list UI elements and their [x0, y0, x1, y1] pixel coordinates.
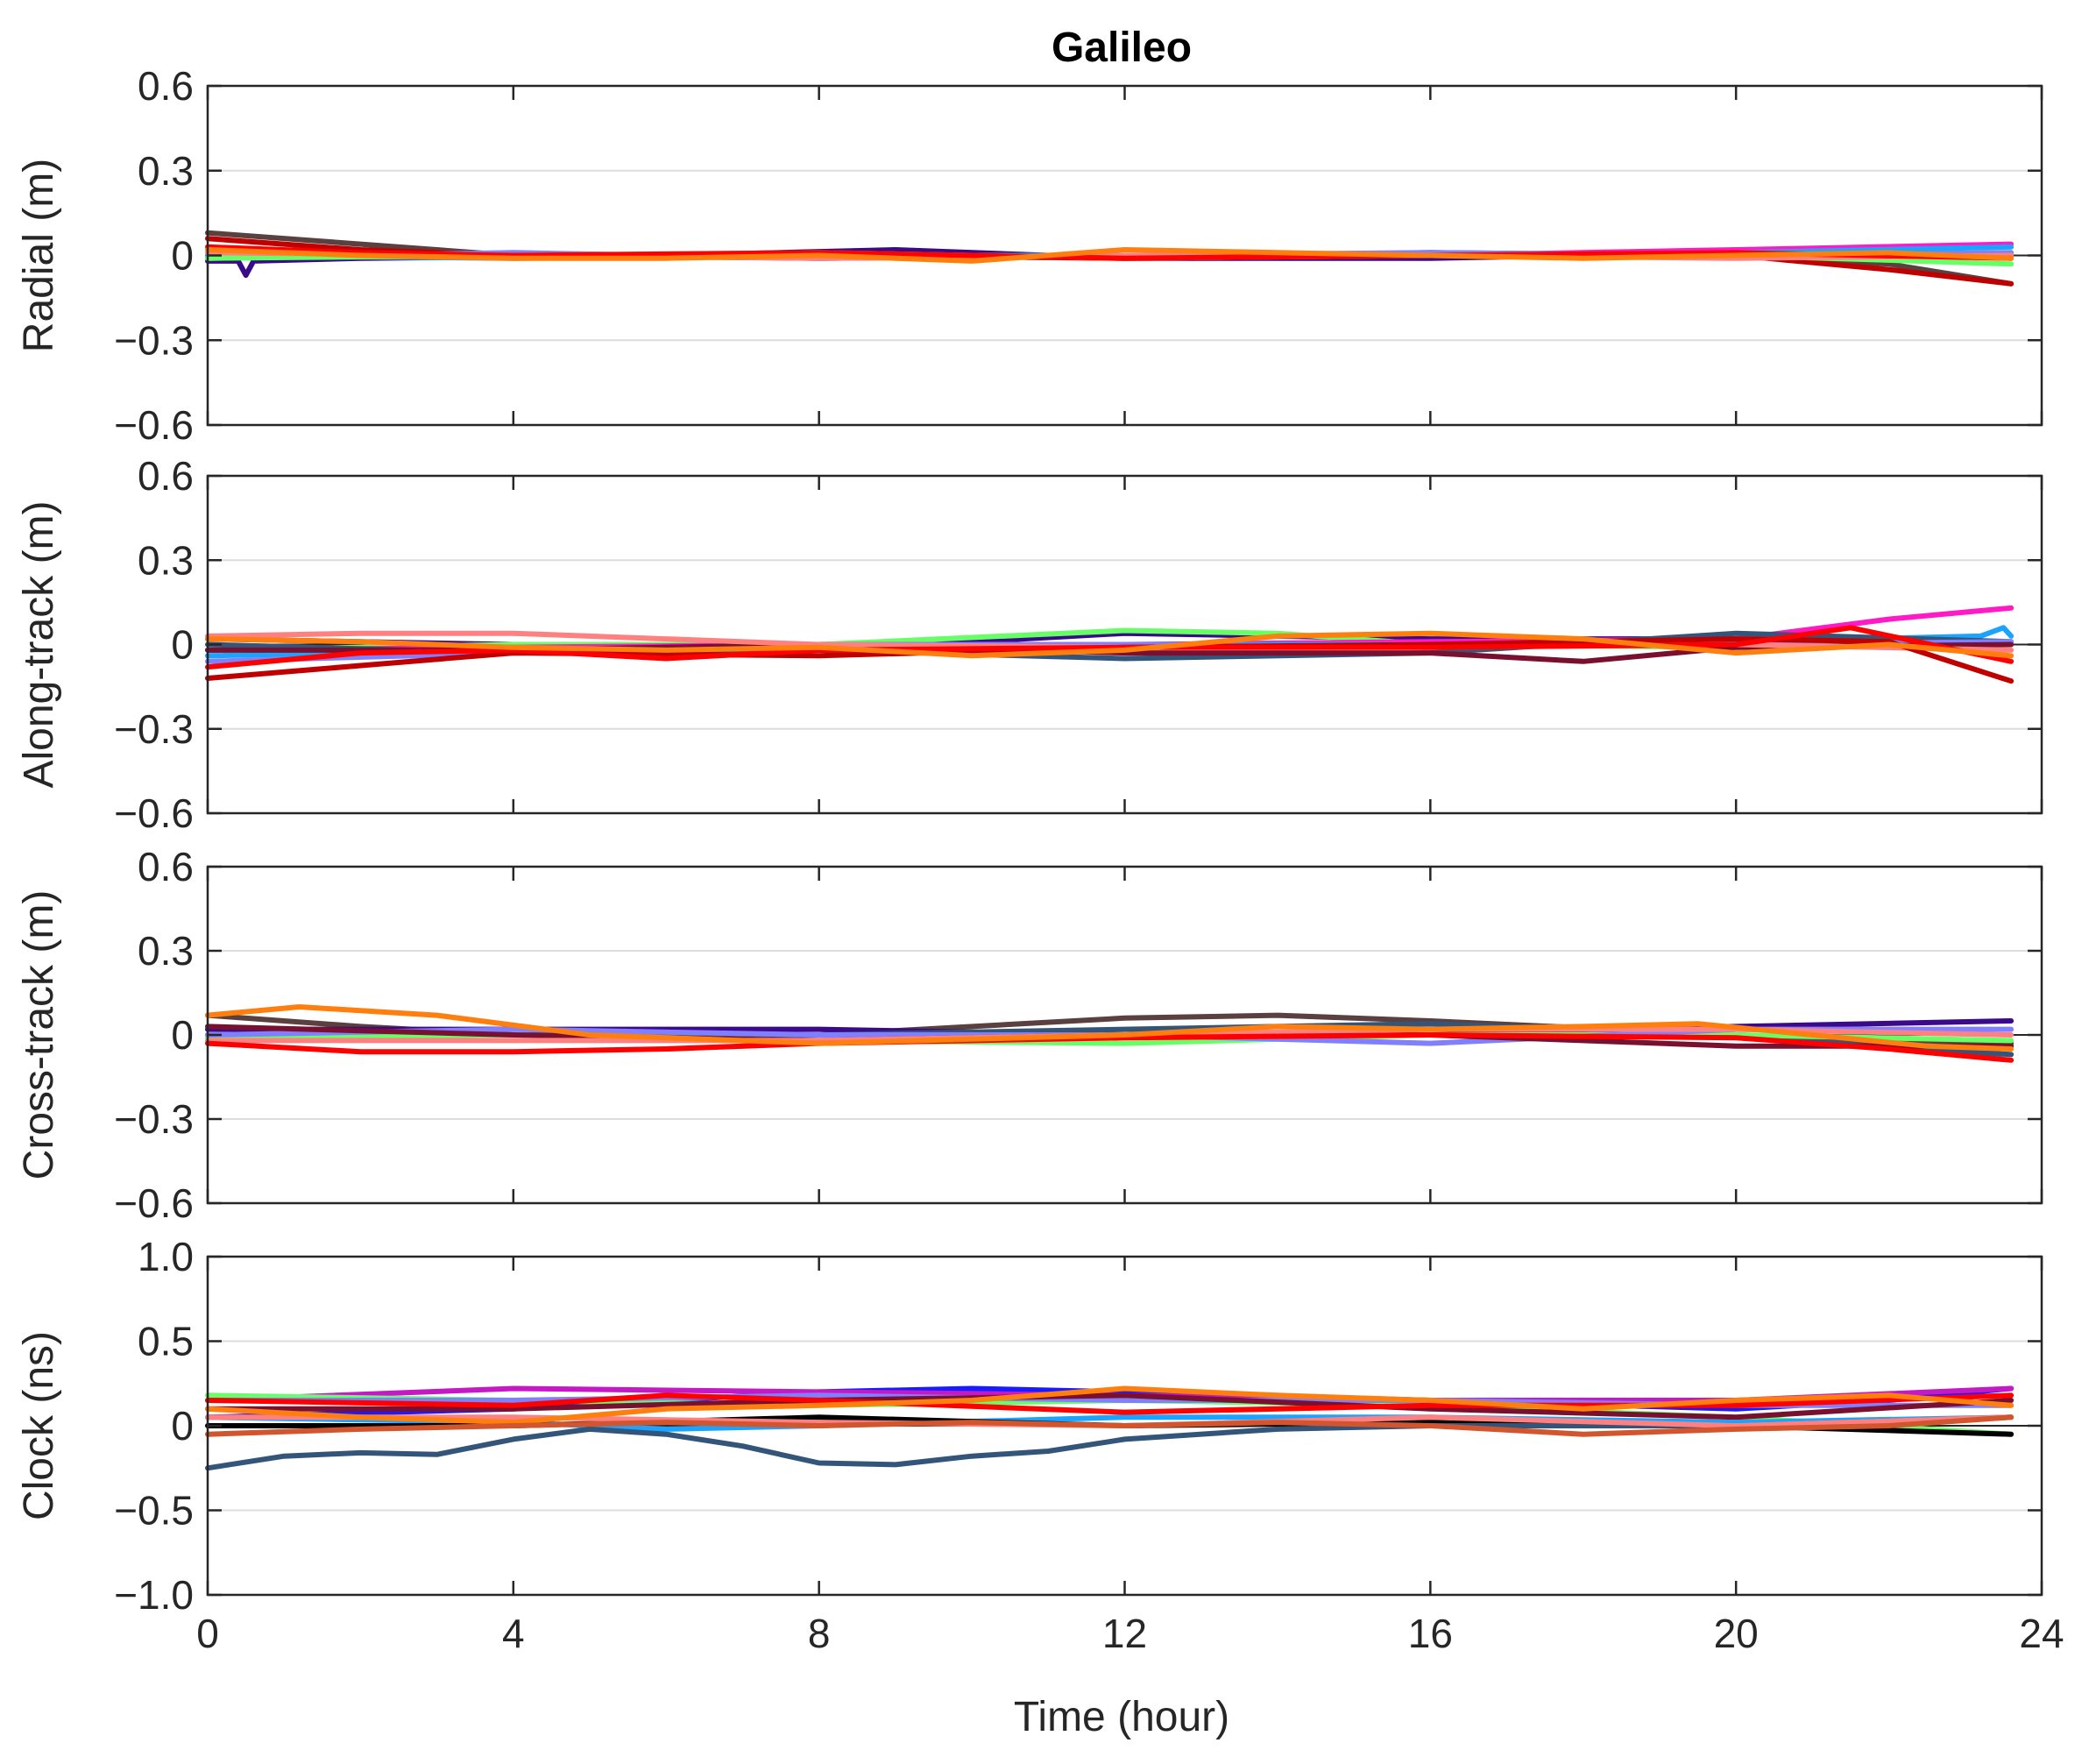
y-tick-label: 0.3 [138, 148, 194, 194]
x-tick-label: 8 [808, 1611, 831, 1656]
series-group [205, 1385, 2015, 1471]
series-group [205, 1004, 2015, 1063]
panel-1: 0.6 0.3 0 −0.3 −0.6 Radial (m) [16, 63, 2043, 448]
series-line-12 [205, 1414, 2015, 1437]
series-line-8 [205, 1414, 2015, 1471]
y-axis-label: Radial (m) [16, 159, 62, 352]
y-tick-label: −0.6 [114, 1180, 194, 1226]
y-tick-label: 0.6 [138, 844, 194, 889]
y-tick-label: −0.6 [114, 402, 194, 448]
y-tick-label: 0.3 [138, 928, 194, 974]
series-line-11 [205, 1385, 2015, 1426]
series-line-9 [205, 1004, 2015, 1052]
y-tick-label: −0.3 [114, 1096, 194, 1142]
panel-3: 0.6 0.3 0 −0.3 −0.6 Cross-track (m) [16, 844, 2043, 1226]
y-tick-label: −0.3 [114, 706, 194, 752]
x-axis-label: Time (hour) [1014, 1694, 1229, 1740]
y-tick-label: −1.0 [114, 1572, 194, 1618]
series-line-9 [205, 244, 2015, 261]
panel-4: 1.0 0.5 0 −0.5 −1.0 Clock (ns) 0 4 8 12 16 20 24 [16, 1234, 2064, 1656]
y-tick-label: 0 [171, 1403, 194, 1449]
y-axis-label: Clock (ns) [16, 1331, 62, 1520]
y-axis-label: Along-track (m) [16, 500, 62, 788]
y-tick-label: 0.6 [138, 453, 194, 499]
series-group [205, 605, 2015, 684]
x-tick-label: 20 [1714, 1611, 1759, 1656]
series-line-5 [205, 1392, 2015, 1420]
y-tick-label: 0.5 [138, 1319, 194, 1364]
x-tick-label: 12 [1102, 1611, 1147, 1656]
y-tick-label: 0.3 [138, 537, 194, 583]
x-tick-label: 16 [1408, 1611, 1453, 1656]
y-tick-label: −0.6 [114, 790, 194, 836]
y-tick-label: 0 [171, 233, 194, 279]
series-line-10 [205, 247, 2015, 264]
y-tick-label: 1.0 [138, 1234, 194, 1279]
x-tick-label: 4 [502, 1611, 525, 1656]
y-tick-label: 0 [171, 1012, 194, 1058]
x-tick-label: 0 [196, 1611, 219, 1656]
y-tick-label: 0 [171, 622, 194, 668]
y-axis-label: Cross-track (m) [16, 890, 62, 1180]
y-tick-label: −0.3 [114, 317, 194, 363]
y-tick-label: −0.5 [114, 1488, 194, 1534]
series-line-11 [205, 630, 2015, 659]
figure-title: Galileo [1052, 25, 1192, 71]
series-group [205, 230, 2015, 287]
panels: 0.6 0.3 0 −0.3 −0.6 Radial (m) 0.6 0.3 0 −0.3 −0.6… [16, 63, 2064, 1656]
x-tick-label: 24 [2019, 1611, 2064, 1656]
y-tick-label: 0.6 [138, 63, 194, 109]
series-line-10 [205, 625, 2015, 670]
panel-2: 0.6 0.3 0 −0.3 −0.6 Along-track (m) [16, 453, 2043, 836]
